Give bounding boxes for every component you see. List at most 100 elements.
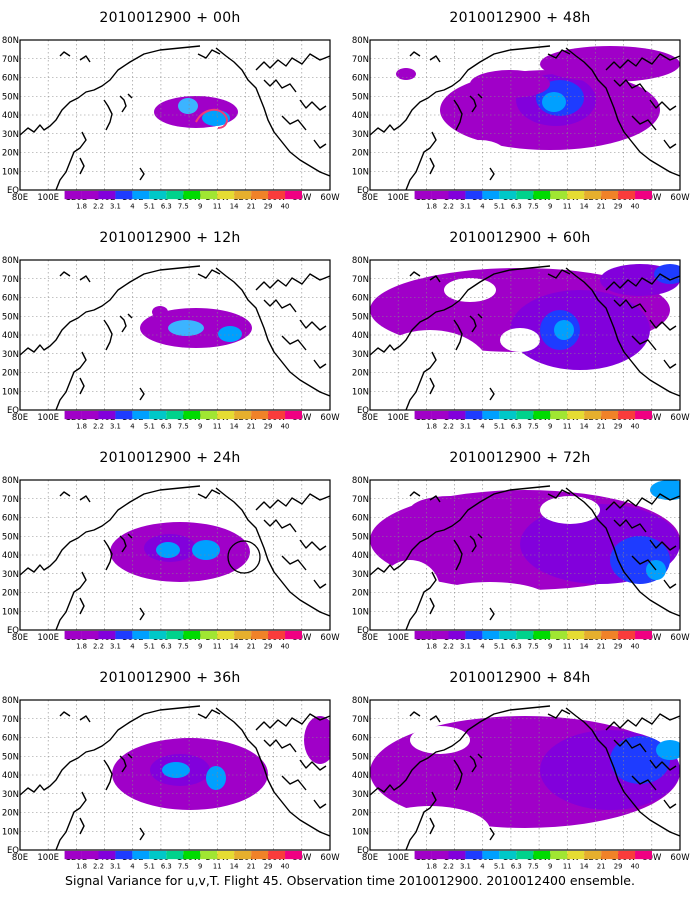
lat-tick-label: 30N xyxy=(2,130,19,140)
coastline xyxy=(477,93,483,99)
coastline xyxy=(59,51,71,57)
coastline xyxy=(489,167,495,181)
colorbar-swatch xyxy=(533,630,551,640)
map-frame xyxy=(369,39,681,191)
colorbar: 1.8 2.2 3.1 4 5.1 6.3 7.5 9 11 14 21 29 40 xyxy=(64,190,302,210)
colorbar-level-label: 1.8 xyxy=(76,862,87,870)
map-plot: EQ10N20N30N40N50N60N70N80N80E100E120E140… xyxy=(352,696,690,863)
colorbar-level-label: 14 xyxy=(230,202,239,210)
colorbar-swatch xyxy=(414,410,432,420)
colorbar-swatch xyxy=(149,630,167,640)
variance-field-blob xyxy=(656,740,680,760)
field-gap xyxy=(380,560,440,620)
panel-title: 2010012900 + 00h xyxy=(0,10,340,26)
colorbar-swatch xyxy=(115,190,133,200)
colorbar-level-label: 6.3 xyxy=(161,422,172,430)
colorbar-swatch xyxy=(234,850,252,860)
colorbar-level-label: 40 xyxy=(281,202,290,210)
lat-tick-label: 10N xyxy=(2,387,19,397)
colorbar-swatch xyxy=(64,630,82,640)
coastline xyxy=(119,95,127,113)
coastline xyxy=(139,167,145,181)
colorbar-level-label: 3.1 xyxy=(460,862,471,870)
colorbar-swatch xyxy=(448,630,466,640)
coastline xyxy=(299,99,327,111)
coastline xyxy=(477,313,483,319)
colorbar-level-label: 1.8 xyxy=(426,862,437,870)
coastline xyxy=(405,351,437,410)
colorbar-swatch xyxy=(166,850,184,860)
map-frame xyxy=(19,259,331,411)
coastline xyxy=(489,827,495,841)
colorbar-swatch xyxy=(217,410,235,420)
colorbar-swatch xyxy=(584,850,602,860)
variance-field-blob xyxy=(152,306,168,318)
lat-tick-label: 30N xyxy=(352,130,369,140)
lat-tick-label: 80N xyxy=(352,36,369,46)
colorbar-swatch xyxy=(115,630,133,640)
coastline xyxy=(613,79,647,93)
colorbar-level-label: 21 xyxy=(247,642,256,650)
colorbar-swatch xyxy=(516,190,534,200)
colorbar-level-label: 4 xyxy=(480,642,484,650)
coastline xyxy=(119,315,127,333)
colorbar-level-label: 40 xyxy=(631,862,640,870)
map-panel-12h: 2010012900 + 12h EQ 10N 20N 30N 40N 50N 60N 70N 8… xyxy=(0,220,340,430)
colorbar-level-label: 21 xyxy=(597,642,606,650)
map-plot: EQ10N20N30N40N50N60N70N80N80E100E120E140… xyxy=(352,476,690,643)
lat-tick-label: 40N xyxy=(352,771,369,781)
coastline xyxy=(281,115,307,131)
coastline xyxy=(119,535,127,553)
variance-field-blob xyxy=(470,70,550,98)
lon-tick-label: 80W xyxy=(292,633,312,643)
colorbar-level-label: 4 xyxy=(480,202,484,210)
field-gap xyxy=(450,140,510,180)
coastline xyxy=(565,707,680,837)
field-gap xyxy=(530,830,630,850)
lat-tick-label: EQ xyxy=(7,626,19,636)
variance-field-blob xyxy=(554,320,574,340)
colorbar-swatch xyxy=(115,410,133,420)
lat-tick-label: 10N xyxy=(352,167,369,177)
colorbar-swatch xyxy=(98,190,116,200)
coastline xyxy=(281,335,307,351)
colorbar-level-label: 29 xyxy=(614,422,623,430)
coastline xyxy=(299,319,327,331)
map-plot: EQ10N20N30N40N50N60N70N80N80E100E120E140… xyxy=(352,36,690,203)
lat-tick-label: 60N xyxy=(352,734,369,744)
coastline xyxy=(281,555,307,571)
colorbar: 1.8 2.2 3.1 4 5.1 6.3 7.5 9 11 14 21 29 40 xyxy=(64,850,302,870)
coastline xyxy=(215,487,330,617)
colorbar-swatch xyxy=(285,410,302,420)
map-frame xyxy=(369,259,681,411)
coastline xyxy=(409,711,421,717)
lat-tick-label: 40N xyxy=(2,771,19,781)
lat-tick-label: 30N xyxy=(352,350,369,360)
lat-tick-label: 40N xyxy=(352,331,369,341)
colorbar-level-label: 6.3 xyxy=(511,422,522,430)
lon-tick-label: 100E xyxy=(387,413,409,423)
coastline xyxy=(565,267,680,397)
lon-tick-label: 80E xyxy=(12,853,28,863)
coastline xyxy=(20,485,201,576)
coastline xyxy=(263,519,297,533)
colorbar-swatch xyxy=(499,850,517,860)
lon-tick-label: 60W xyxy=(670,853,690,863)
lon-tick-label: 80W xyxy=(292,413,312,423)
coastline xyxy=(20,705,201,796)
coastline xyxy=(215,47,330,177)
colorbar-swatch xyxy=(533,410,551,420)
lat-tick-label: 70N xyxy=(2,715,19,725)
coastline xyxy=(565,47,680,177)
colorbar-level-label: 1.8 xyxy=(76,202,87,210)
colorbar-level-label: 2.2 xyxy=(443,642,454,650)
lat-tick-label: 10N xyxy=(2,607,19,617)
lon-tick-label: 80E xyxy=(362,853,378,863)
lat-tick-label: 20N xyxy=(352,809,369,819)
lat-tick-label: 30N xyxy=(2,790,19,800)
lat-tick-label: 30N xyxy=(2,350,19,360)
colorbar-level-label: 40 xyxy=(281,862,290,870)
coastline xyxy=(55,571,87,630)
colorbar-swatch xyxy=(584,630,602,640)
colorbar-swatch xyxy=(499,630,517,640)
